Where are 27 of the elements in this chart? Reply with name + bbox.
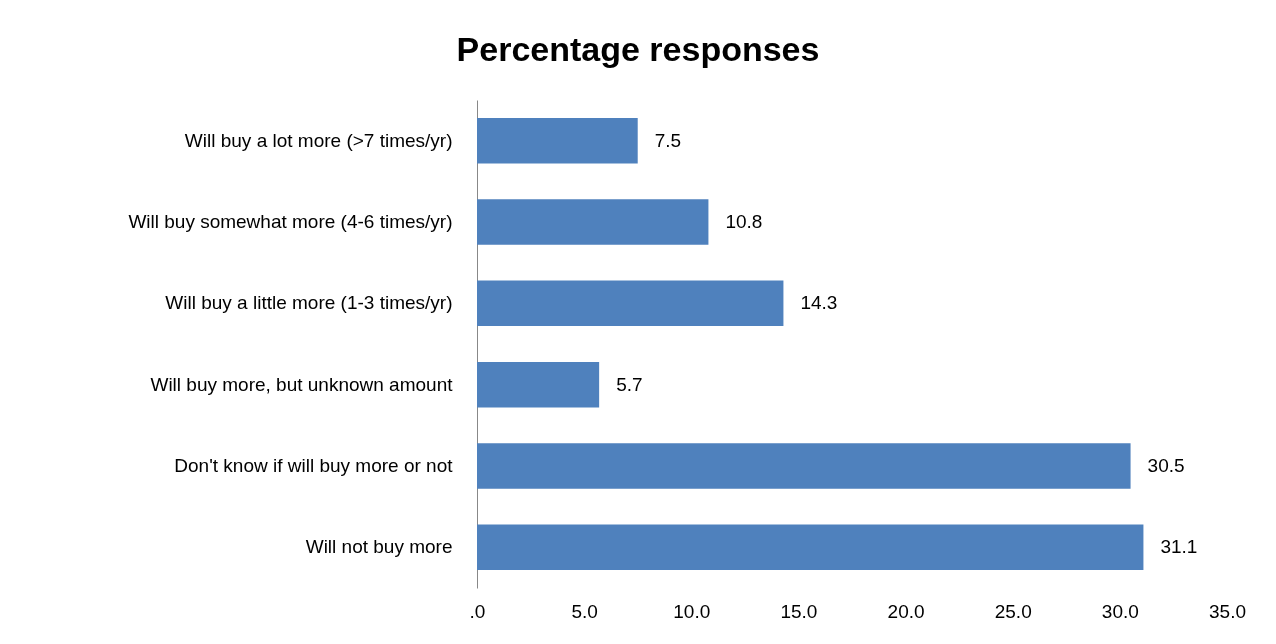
data-label: 14.3 — [800, 292, 838, 314]
data-label: 31.1 — [1160, 536, 1198, 558]
y-tick-label: Will buy a lot more (>7 times/yr) — [184, 129, 453, 151]
bar — [477, 361, 600, 408]
y-tick-label: Don't know if will buy more or not — [174, 455, 454, 476]
chart-title: Percentage responses — [456, 30, 820, 68]
y-tick-label: Will buy more, but unknown amount — [150, 373, 454, 395]
data-label: 10.8 — [725, 211, 763, 232]
x-tick-label: .0 — [469, 600, 486, 622]
y-tick-label: Will not buy more — [305, 536, 453, 558]
y-tick-label: Will buy somewhat more (4-6 times/yr) — [128, 211, 453, 232]
x-tick-label: 35.0 — [1209, 600, 1246, 622]
x-tick-label: 10.0 — [673, 600, 711, 622]
data-label: 30.5 — [1147, 455, 1185, 476]
bar — [477, 280, 784, 327]
bar — [477, 117, 638, 164]
bar — [477, 443, 1131, 489]
data-label: 5.7 — [616, 373, 643, 395]
bar — [477, 199, 709, 245]
x-tick-label: 30.0 — [1101, 600, 1139, 622]
x-tick-label: 20.0 — [887, 600, 925, 622]
data-label: 7.5 — [654, 129, 682, 151]
y-tick-label: Will buy a little more (1-3 times/yr) — [165, 292, 453, 314]
bar — [477, 524, 1144, 571]
x-tick-label: 15.0 — [780, 600, 818, 622]
x-tick-label: 5.0 — [571, 600, 598, 622]
x-tick-label: 25.0 — [994, 600, 1032, 622]
